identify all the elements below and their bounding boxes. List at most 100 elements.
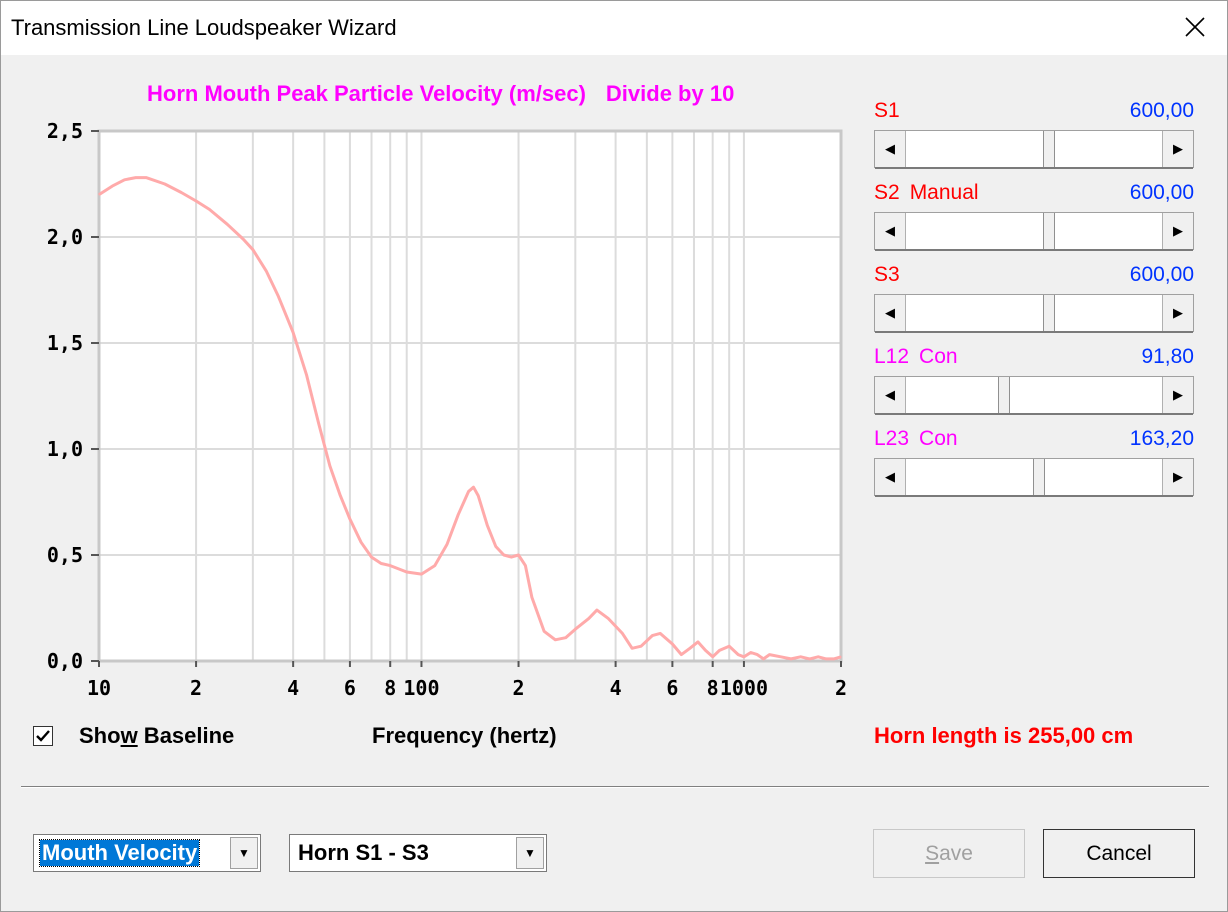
data-point [123, 179, 126, 181]
y-tick-label: 0,5 [47, 543, 83, 567]
separator [21, 786, 1209, 788]
horn-length-text: Horn length is 255,00 cm [874, 723, 1134, 748]
save-label-accel: S [925, 841, 940, 865]
chevron-down-icon[interactable]: ▼ [230, 837, 258, 869]
scrollbar-thumb[interactable] [1042, 295, 1055, 331]
scrollbar-edge [875, 495, 1193, 497]
param-mode: Con [919, 427, 958, 450]
data-point [370, 556, 373, 558]
data-point [524, 565, 526, 567]
show-baseline-checkbox[interactable] [33, 726, 53, 746]
scrollbar-thumb[interactable] [1032, 459, 1045, 495]
data-point [596, 609, 598, 611]
data-point [305, 374, 308, 376]
data-point [329, 465, 331, 467]
scrollbar-thumb[interactable] [1042, 131, 1055, 167]
scrollbar-thumb[interactable] [1042, 213, 1055, 249]
param-scrollbar[interactable]: ◀ ▶ [874, 294, 1194, 333]
param-value: 600,00 [1129, 99, 1194, 122]
scrollbar-thumb[interactable] [998, 377, 1011, 413]
data-point [737, 654, 739, 656]
data-point [631, 647, 633, 649]
data-point [517, 554, 520, 556]
data-point [420, 573, 423, 575]
show-baseline-label[interactable]: Show Baseline [79, 723, 234, 749]
scrollbar-edge [875, 167, 1193, 169]
arrow-left-icon[interactable]: ◀ [875, 213, 906, 249]
x-tick-label: 100 [403, 676, 439, 700]
param-name: S1 [874, 99, 900, 122]
data-point [446, 543, 448, 545]
data-point [680, 654, 683, 656]
plot-border [97, 129, 843, 663]
data-point [486, 524, 488, 526]
data-point [164, 183, 166, 185]
cancel-button[interactable]: Cancel [1043, 829, 1195, 878]
data-point [434, 565, 436, 567]
arrow-right-icon[interactable]: ▶ [1162, 213, 1193, 249]
data-point [840, 656, 842, 658]
data-point [360, 541, 362, 543]
data-point [651, 635, 653, 637]
arrow-right-icon[interactable]: ▶ [1162, 131, 1193, 167]
data-point [98, 194, 100, 196]
param-label: L23 Con [874, 427, 958, 451]
scrollbar-edge [875, 331, 1193, 333]
data-point [809, 658, 811, 660]
data-point [554, 639, 556, 641]
arrow-left-icon[interactable]: ◀ [875, 295, 906, 331]
scrollbar-edge [875, 413, 1193, 415]
arrow-right-icon[interactable]: ▶ [1162, 377, 1193, 413]
data-point [468, 490, 470, 492]
show-baseline-label-b: Baseline [137, 723, 235, 748]
data-point [318, 423, 320, 425]
data-point [495, 545, 497, 548]
arrow-right-icon[interactable]: ▶ [1162, 459, 1193, 495]
data-point [588, 618, 590, 620]
x-tick-label: 2 [835, 676, 847, 700]
plot-type-select[interactable]: Mouth Velocity ▼ [33, 834, 261, 872]
show-baseline-control[interactable]: Show Baseline [33, 723, 234, 749]
param-value: 91,80 [1141, 345, 1194, 368]
param-scrollbar[interactable]: ◀ ▶ [874, 212, 1194, 251]
data-point [607, 618, 610, 620]
arrow-left-icon[interactable]: ◀ [875, 377, 906, 413]
arrow-left-icon[interactable]: ◀ [875, 131, 906, 167]
param-scrollbar[interactable]: ◀ ▶ [874, 458, 1194, 497]
chevron-down-icon[interactable]: ▼ [516, 837, 544, 869]
data-point [135, 177, 137, 179]
data-point [712, 656, 714, 658]
data-point [195, 200, 197, 202]
y-tick-label: 2,5 [47, 119, 83, 143]
y-tick-label: 0,0 [47, 649, 83, 673]
data-point [768, 654, 771, 656]
arrow-left-icon[interactable]: ◀ [875, 459, 906, 495]
data-point [242, 238, 244, 240]
data-point [349, 518, 351, 520]
data-point [252, 249, 254, 251]
save-label-b: ave [939, 841, 973, 865]
data-point [800, 656, 802, 658]
data-point [750, 651, 752, 654]
data-point [574, 628, 576, 630]
data-point [265, 270, 267, 272]
x-tick-label: 6 [666, 676, 678, 700]
param-scrollbar[interactable]: ◀ ▶ [874, 376, 1194, 415]
data-point [790, 658, 792, 660]
section-select[interactable]: Horn S1 - S3 ▼ [289, 834, 547, 872]
window-title: Transmission Line Loudspeaker Wizard [11, 15, 397, 40]
show-baseline-label-a: Sho [79, 723, 121, 748]
data-point [704, 649, 707, 652]
y-tick-label: 1,0 [47, 437, 83, 461]
plot-type-value: Mouth Velocity [38, 839, 201, 867]
data-point [380, 562, 382, 565]
data-point [640, 645, 642, 647]
data-point [718, 649, 721, 652]
arrow-right-icon[interactable]: ▶ [1162, 295, 1193, 331]
y-tick-label: 1,5 [47, 331, 83, 355]
close-icon[interactable] [1175, 7, 1215, 47]
param-scrollbar[interactable]: ◀ ▶ [874, 130, 1194, 169]
data-point [621, 632, 624, 635]
